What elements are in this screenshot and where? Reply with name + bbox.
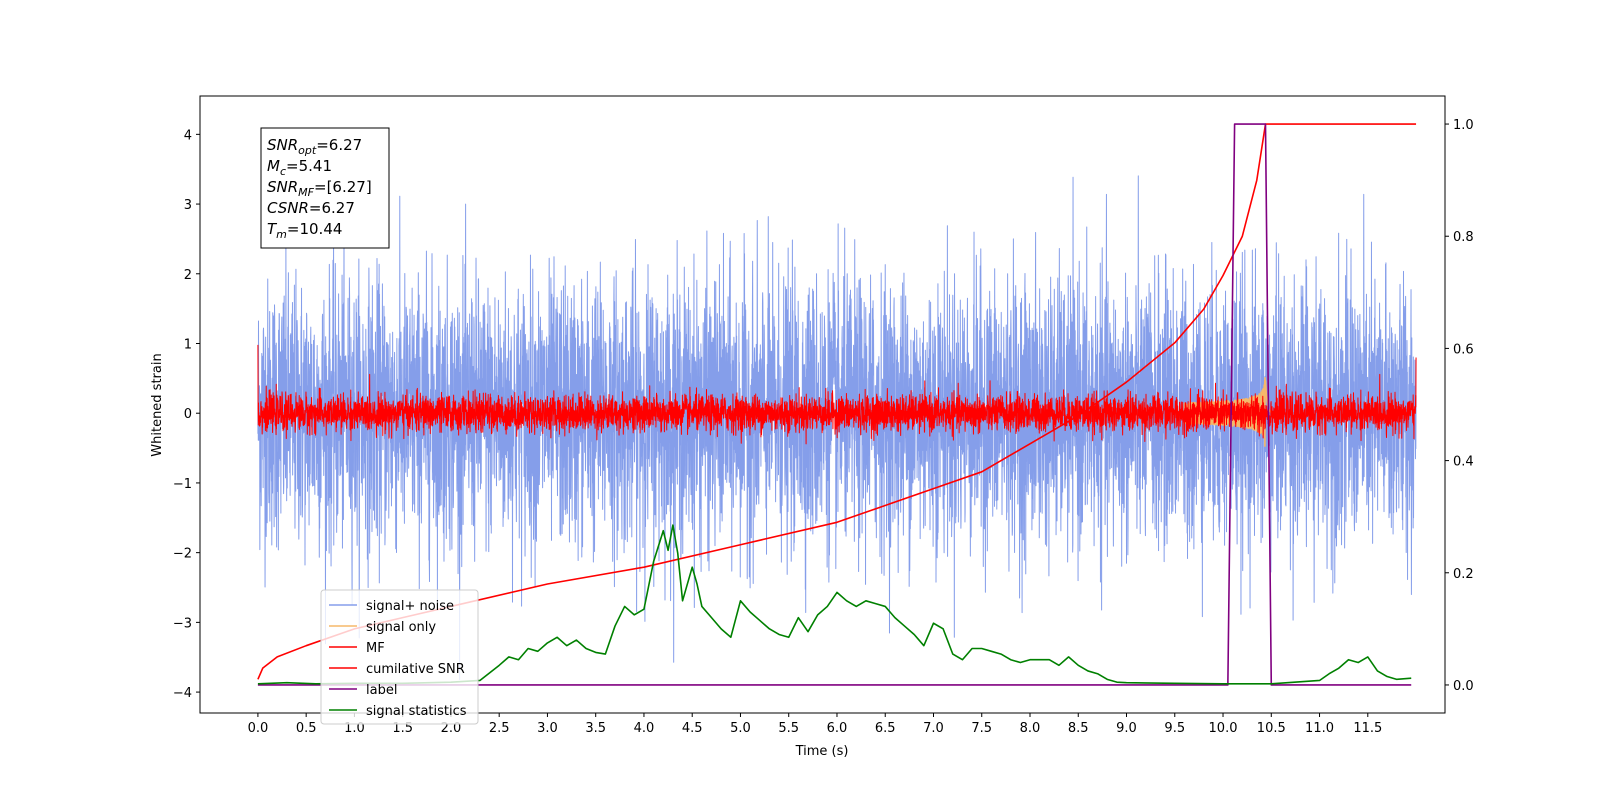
- x-tick-label: 0.5: [296, 721, 317, 736]
- x-tick-label: 11.0: [1305, 721, 1334, 736]
- x-tick-label: 10.0: [1209, 721, 1238, 736]
- y-right-tick-label: 0.4: [1453, 455, 1474, 470]
- x-tick-label: 6.5: [875, 721, 896, 736]
- stats-line-m-c: Mc=5.41: [267, 157, 332, 178]
- y-left-tick-label: −4: [173, 686, 192, 701]
- y-right-tick-label: 1.0: [1453, 118, 1474, 133]
- x-tick-label: 8.5: [1068, 721, 1089, 736]
- y-left-tick-label: −2: [173, 547, 192, 562]
- y-left-tick-label: −1: [173, 477, 192, 492]
- x-tick-label: 6.0: [827, 721, 848, 736]
- y-axis-label: Whitened strain: [150, 353, 165, 456]
- legend-label-signal-noise: signal+ noise: [366, 599, 454, 614]
- x-tick-label: 4.5: [682, 721, 703, 736]
- x-tick-label: 8.0: [1020, 721, 1041, 736]
- stats-box-frame: [260, 127, 390, 249]
- x-tick-label: 3.0: [537, 721, 558, 736]
- x-tick-label: 2.0: [441, 721, 462, 736]
- legend-label-mf: MF: [366, 641, 385, 656]
- x-tick-label: 9.0: [1116, 721, 1137, 736]
- y-left-tick-label: 4: [184, 128, 192, 143]
- x-tick-label: 1.5: [392, 721, 413, 736]
- legend-frame: [320, 589, 479, 725]
- legend-label-cumilative-snr: cumilative SNR: [366, 662, 465, 677]
- x-tick-label: 5.5: [778, 721, 799, 736]
- y-left-tick-label: 1: [184, 337, 192, 352]
- stats-line-snr-mf: SNRMF=[6.27]: [267, 178, 372, 199]
- x-tick-label: 0.0: [248, 721, 269, 736]
- stats-line-t-m: Tm=10.44: [267, 220, 342, 241]
- y-right-tick-label: 0.2: [1453, 567, 1474, 582]
- series-mf: [257, 344, 1417, 445]
- y-left-tick-label: 3: [184, 198, 192, 213]
- stats-line-csnr: CSNR=6.27: [267, 199, 355, 217]
- legend-label-signal-only: signal only: [366, 620, 436, 635]
- x-tick-label: 7.0: [923, 721, 944, 736]
- series-label: [257, 123, 1412, 686]
- legend-label-label: label: [366, 683, 397, 698]
- plot-frame: [199, 95, 1446, 714]
- y-right-tick-label: 0.6: [1453, 342, 1474, 357]
- y-axis-left: −4 −3 −2 −1 0 1 2 3 4: [173, 128, 200, 701]
- x-tick-label: 2.5: [489, 721, 510, 736]
- x-tick-label: 9.5: [1164, 721, 1185, 736]
- series-signal-noise: [257, 175, 1417, 681]
- y-left-tick-label: −3: [173, 616, 192, 631]
- x-tick-label: 4.0: [634, 721, 655, 736]
- x-tick-label: 3.5: [585, 721, 606, 736]
- series-signal-statistics: [257, 524, 1412, 685]
- legend-label-signal-statistics: signal statistics: [366, 704, 467, 719]
- y-right-tick-label: 0.8: [1453, 230, 1474, 245]
- stats-line-snr-opt: SNRopt=6.27: [267, 136, 362, 157]
- y-left-tick-label: 2: [184, 268, 192, 283]
- x-tick-label: 10.5: [1257, 721, 1286, 736]
- x-tick-label: 7.5: [971, 721, 992, 736]
- y-axis-right: 0.0 0.2 0.4 0.6 0.8 1.0: [1445, 118, 1474, 694]
- x-tick-label: 1.0: [344, 721, 365, 736]
- x-axis: 0.0 0.5 1.0 1.5 2.0 2.5 3.0 3.5 4.0 4.5 5.0 5.5 6.0 6…: [248, 713, 1382, 736]
- y-right-tick-label: 0.0: [1453, 679, 1474, 694]
- x-tick-label: 11.5: [1353, 721, 1382, 736]
- y-left-tick-label: 0: [184, 407, 192, 422]
- x-axis-label: Time (s): [795, 744, 849, 759]
- legend: signal+ noise signal only MF cumilative SNR…: [320, 589, 479, 725]
- x-tick-label: 5.0: [730, 721, 751, 736]
